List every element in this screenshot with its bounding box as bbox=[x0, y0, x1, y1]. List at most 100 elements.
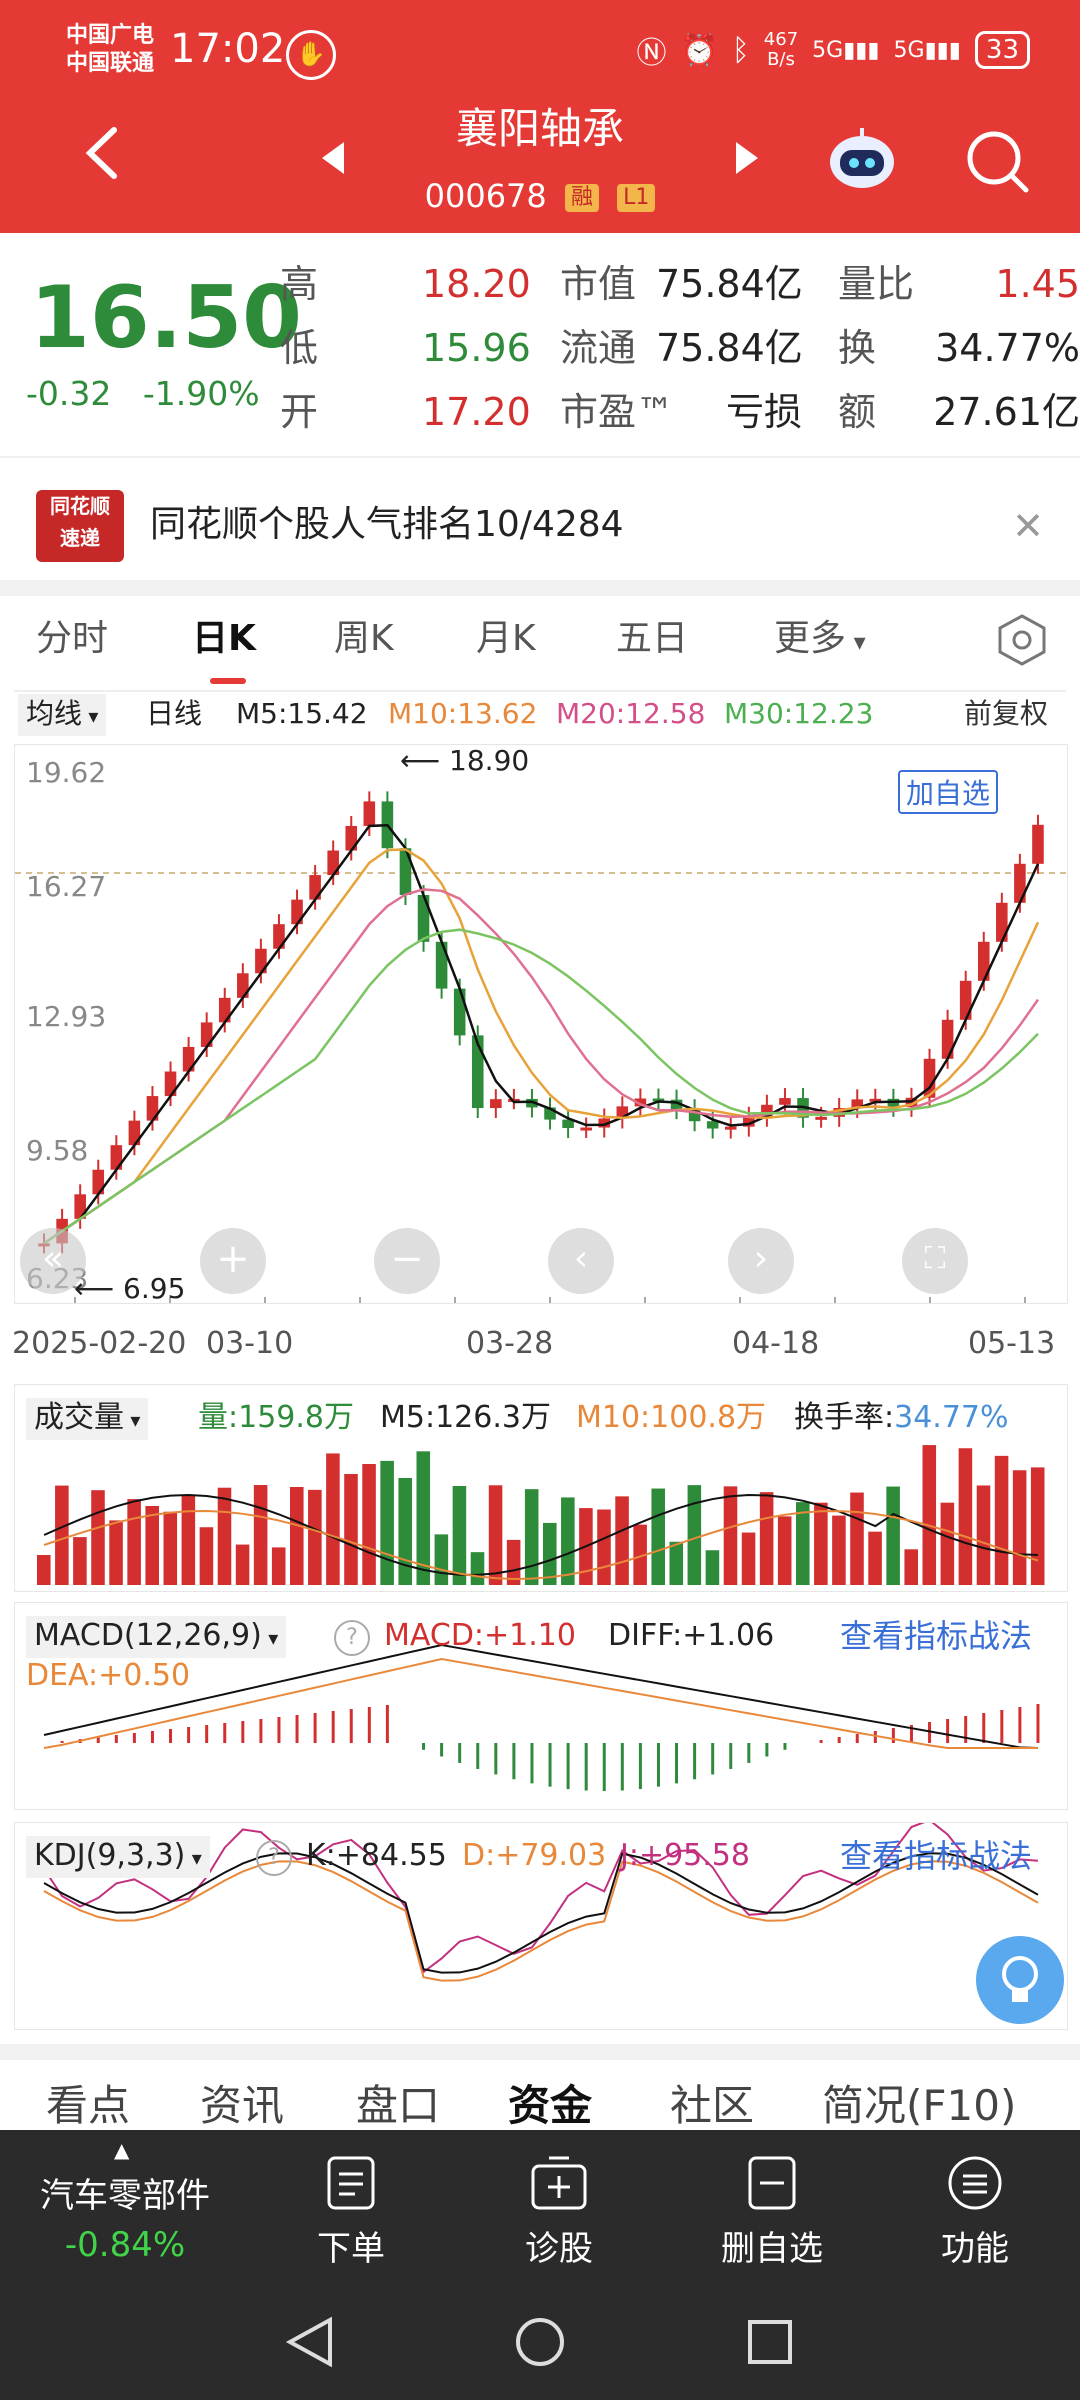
tab-highlights[interactable]: 看点 bbox=[46, 2081, 131, 2130]
candle-body bbox=[996, 902, 1008, 942]
macd-selector[interactable]: MACD(12,26,9) ▾ bbox=[26, 1616, 287, 1658]
candle-body bbox=[490, 1099, 502, 1109]
remove-watch-button[interactable]: 删自选 bbox=[712, 2154, 832, 2270]
kdj-strategy-link[interactable]: 查看指标战法 bbox=[840, 1837, 1033, 1875]
tab-profile[interactable]: 简况(F10) bbox=[822, 2081, 1017, 2130]
system-recents-button[interactable] bbox=[742, 2314, 798, 2374]
volume-bar bbox=[687, 1485, 702, 1585]
zoom-in-button[interactable]: + bbox=[200, 1228, 266, 1294]
candle-body bbox=[74, 1194, 86, 1219]
candle-body bbox=[309, 875, 321, 900]
battery-icon: 33 bbox=[974, 31, 1030, 69]
ma10-value: M10:13.62 bbox=[388, 697, 538, 730]
diff-line bbox=[43, 1643, 1038, 1749]
close-banner-button[interactable]: ✕ bbox=[1012, 504, 1044, 548]
order-button[interactable]: 下单 bbox=[296, 2154, 406, 2270]
volume-bar bbox=[470, 1552, 485, 1585]
candle-body bbox=[218, 997, 231, 1023]
volume-bar bbox=[524, 1489, 539, 1585]
float-value: 75.84亿 bbox=[656, 326, 803, 370]
popularity-banner[interactable]: 同花顺个股人气排名10/4284 bbox=[150, 504, 624, 545]
back-button[interactable] bbox=[70, 118, 140, 188]
volume-m10: M10:100.8万 bbox=[576, 1400, 767, 1435]
tab-monthly[interactable]: 月K bbox=[476, 618, 536, 659]
diff-value: DIFF:+1.06 bbox=[608, 1618, 775, 1653]
scroll-right-button[interactable]: › bbox=[728, 1228, 794, 1294]
sector-button[interactable]: 汽车零部件 -0.84% bbox=[20, 2168, 230, 2265]
macd-help-icon[interactable]: ? bbox=[334, 1620, 370, 1656]
volume-bar bbox=[434, 1534, 449, 1585]
system-back-button[interactable] bbox=[282, 2314, 338, 2374]
add-watch-tag[interactable]: 加自选 bbox=[898, 770, 999, 814]
candle-body bbox=[110, 1145, 123, 1170]
nfc-icon: Ⓝ bbox=[636, 36, 667, 71]
tab-funds[interactable]: 资金 bbox=[508, 2081, 593, 2130]
square-recents-icon bbox=[748, 2320, 792, 2364]
tab-more[interactable]: 更多 ▾ bbox=[774, 618, 866, 659]
diagnose-button[interactable]: 诊股 bbox=[504, 2154, 614, 2270]
zoom-out-button[interactable]: − bbox=[374, 1228, 440, 1294]
volume-bar bbox=[181, 1494, 196, 1585]
volume-bar bbox=[669, 1541, 684, 1585]
kdj-selector[interactable]: KDJ(9,3,3) ▾ bbox=[26, 1836, 210, 1878]
volume-bar bbox=[145, 1506, 159, 1585]
tab-intraday[interactable]: 分时 bbox=[36, 618, 109, 659]
app-header bbox=[0, 0, 1080, 233]
scroll-left-fast-button[interactable]: « bbox=[20, 1228, 86, 1294]
carrier-1: 中国广电 bbox=[66, 23, 155, 48]
divider bbox=[14, 690, 1066, 692]
candle-body bbox=[291, 899, 303, 925]
chart-settings-button[interactable] bbox=[994, 612, 1050, 668]
tab-weekly[interactable]: 周K bbox=[334, 618, 394, 659]
k-line bbox=[43, 1852, 1039, 1974]
volume-bar bbox=[1012, 1470, 1027, 1585]
volume-chart[interactable] bbox=[14, 1384, 1068, 1592]
volume-selector[interactable]: 成交量 ▾ bbox=[26, 1398, 149, 1440]
ma30-value: M30:12.23 bbox=[724, 697, 874, 730]
triangle-back-icon bbox=[285, 2316, 332, 2368]
candle-body bbox=[1032, 824, 1044, 864]
volume-bar bbox=[868, 1531, 882, 1585]
volume-bar bbox=[777, 1516, 792, 1585]
stock-code: 000678 bbox=[424, 177, 547, 215]
tab-daily[interactable]: 日K bbox=[192, 618, 256, 659]
tips-button[interactable] bbox=[976, 1936, 1064, 2024]
candle-body bbox=[580, 1127, 592, 1131]
kline-chart[interactable] bbox=[14, 744, 1068, 1304]
low-value: 15.96 bbox=[422, 326, 531, 370]
robot-assistant-button[interactable] bbox=[826, 122, 898, 194]
net-speed: 467 B/s bbox=[763, 29, 799, 70]
function-button[interactable]: 功能 bbox=[920, 2154, 1030, 2270]
search-button[interactable] bbox=[962, 126, 1032, 196]
next-stock-button[interactable] bbox=[732, 140, 762, 180]
low-label: 低 bbox=[280, 326, 319, 370]
candle-body bbox=[471, 1035, 484, 1109]
volume-bar bbox=[253, 1485, 268, 1585]
kdj-help-icon[interactable]: ? bbox=[256, 1840, 292, 1876]
candle-body bbox=[237, 973, 249, 998]
tab-orderbook[interactable]: 盘口 bbox=[356, 2081, 441, 2130]
ma-selector[interactable]: 均线 ▾ bbox=[18, 694, 107, 736]
candle-body bbox=[92, 1169, 105, 1195]
macd-strategy-link[interactable]: 查看指标战法 bbox=[840, 1617, 1033, 1655]
amount-value: 27.61亿 bbox=[933, 390, 1080, 434]
section-gap bbox=[0, 580, 1080, 596]
system-home-button[interactable] bbox=[512, 2314, 568, 2374]
scroll-left-button[interactable]: ‹ bbox=[548, 1228, 614, 1294]
tab-community[interactable]: 社区 bbox=[670, 2081, 755, 2130]
open-value: 17.20 bbox=[422, 390, 531, 434]
back-icon bbox=[85, 127, 117, 179]
macd-chart[interactable] bbox=[14, 1602, 1068, 1810]
prev-stock-button[interactable] bbox=[318, 140, 348, 180]
tab-five-day[interactable]: 五日 bbox=[616, 618, 689, 659]
sector-expand-icon[interactable]: ▲ bbox=[114, 2138, 130, 2162]
adjust-mode[interactable]: 前复权 bbox=[964, 697, 1049, 730]
macd-value: MACD:+1.10 bbox=[384, 1618, 576, 1653]
volume-bar bbox=[958, 1448, 973, 1585]
signal-1-icon: 5G▮▮▮ bbox=[812, 37, 880, 63]
fullscreen-button[interactable]: ⛶ bbox=[902, 1228, 968, 1294]
x-label-3: 03-28 bbox=[466, 1326, 554, 1361]
tab-news[interactable]: 资讯 bbox=[200, 2081, 285, 2130]
double-chevron-left-icon: « bbox=[41, 1238, 65, 1279]
volume-turnover: 换手率:34.77% bbox=[794, 1400, 1009, 1435]
